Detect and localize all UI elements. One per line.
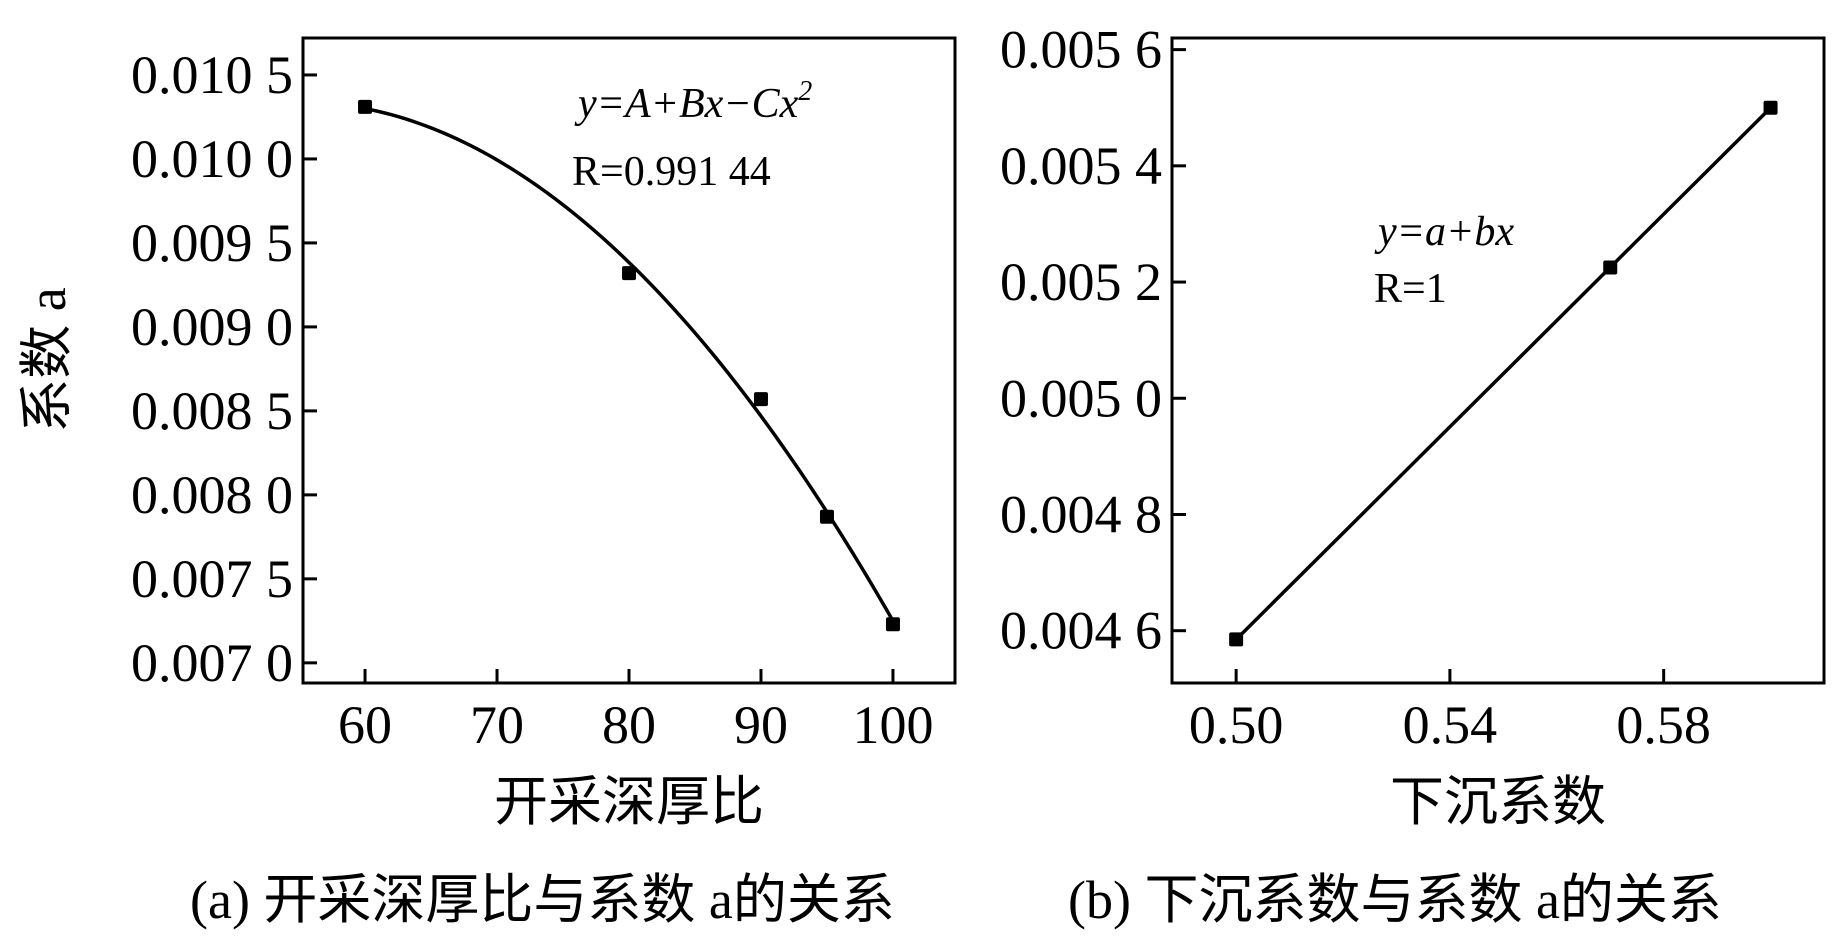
y-tick-label: 0.007 0: [131, 633, 293, 693]
panel-a-plot-frame: [301, 36, 957, 685]
y-tick-label: 0.010 5: [131, 45, 293, 105]
y-tick-label: 0.005 2: [1000, 252, 1162, 312]
x-tick-label: 70: [470, 695, 524, 755]
data-point: [1763, 100, 1778, 115]
panel-b-y-ticks: 0.004 6 0.004 8 0.005 0 0.005 2 0.005 4 0.005…: [1000, 20, 1186, 661]
panel-b-plot-frame: [1170, 36, 1826, 685]
data-point: [885, 617, 900, 632]
panel-b-x-ticks: 0.50 0.54 0.58: [1189, 669, 1711, 755]
y-tick-label: 0.010 0: [131, 129, 293, 189]
panel-b-chart: 0.004 6 0.004 8 0.005 0 0.005 2 0.005 4 0.005…: [1000, 20, 1826, 930]
y-tick-label: 0.008 0: [131, 465, 293, 525]
panel-a-data-points: [358, 99, 900, 632]
x-tick-label: 100: [852, 695, 933, 755]
panel-a-x-ticks: 60 70 80 90 100: [338, 669, 933, 755]
y-tick-label: 0.005 6: [1000, 20, 1162, 80]
data-point: [1229, 632, 1244, 647]
panel-b-equation: y=a+bx: [1374, 209, 1514, 255]
x-tick-label: 90: [734, 695, 788, 755]
panel-b-data-points: [1229, 100, 1778, 647]
panel-a-chart: 0.007 0 0.007 5 0.008 0 0.008 5 0.009 0 0.009…: [17, 36, 957, 930]
x-tick-label: 60: [338, 695, 392, 755]
y-tick-label: 0.004 8: [1000, 484, 1162, 544]
y-tick-label: 0.007 5: [131, 549, 293, 609]
y-tick-label: 0.005 4: [1000, 136, 1162, 196]
panel-a-y-axis-label: 系数 a: [17, 287, 77, 432]
panel-a-equation: y=A+Bx−Cx2: [574, 76, 812, 127]
x-tick-label: 0.54: [1403, 695, 1498, 755]
y-tick-label: 0.004 6: [1000, 601, 1162, 661]
data-point: [819, 509, 834, 524]
data-point: [753, 392, 768, 407]
panel-b-caption: (b) 下沉系数与系数 a的关系: [1068, 870, 1722, 930]
x-tick-label: 0.50: [1189, 695, 1284, 755]
x-tick-label: 80: [602, 695, 656, 755]
y-tick-label: 0.009 0: [131, 297, 293, 357]
y-tick-label: 0.005 0: [1000, 368, 1162, 428]
panel-a-fit-curve: [364, 106, 895, 622]
panel-b-x-axis-label: 下沉系数: [1390, 772, 1606, 832]
data-point: [358, 99, 373, 114]
x-tick-label: 0.58: [1616, 695, 1711, 755]
data-point: [622, 266, 636, 281]
y-tick-label: 0.009 5: [131, 213, 293, 273]
panel-a-y-ticks: 0.007 0 0.007 5 0.008 0 0.008 5 0.009 0 0.009…: [131, 45, 317, 693]
panel-b-fit-line: [1234, 106, 1772, 641]
data-point: [1603, 260, 1618, 275]
panel-a-x-axis-label: 开采深厚比: [494, 772, 764, 832]
panel-a-r-value: R=0.991 44: [572, 149, 771, 195]
panel-b-r-value: R=1: [1374, 266, 1447, 312]
y-tick-label: 0.008 5: [131, 381, 293, 441]
panel-a-caption: (a) 开采深厚比与系数 a的关系: [190, 870, 895, 930]
